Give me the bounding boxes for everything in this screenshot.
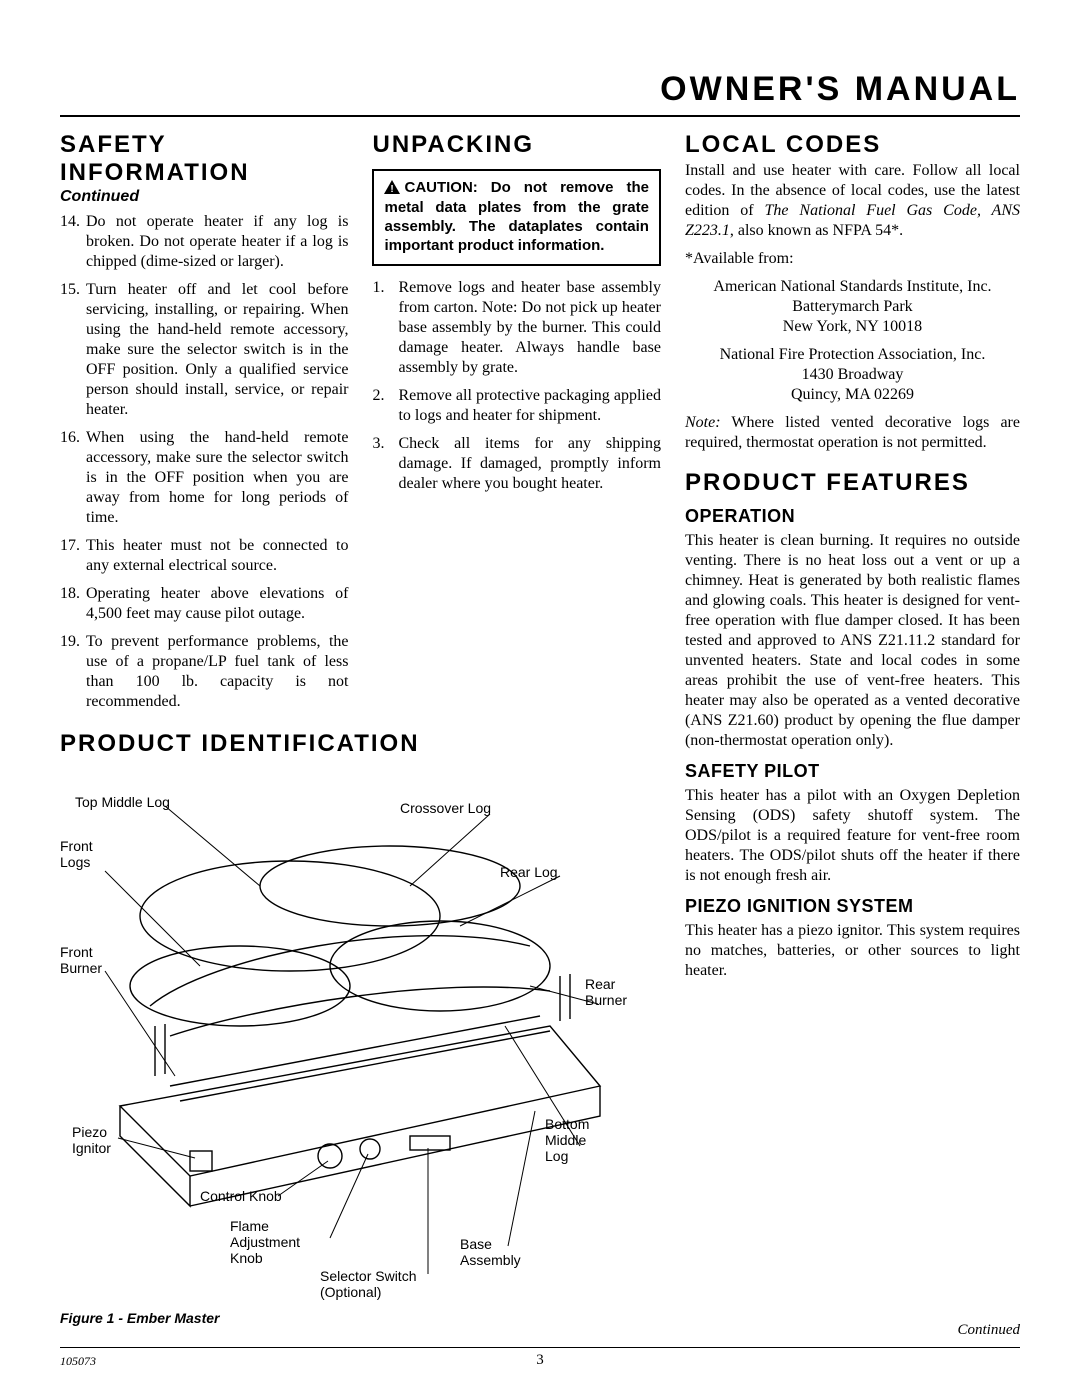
piezo-heading: PIEZO IGNITION SYSTEM xyxy=(685,896,1020,917)
item-text: Check all items for any shipping damage.… xyxy=(398,434,660,494)
label-front-logs: Front Logs xyxy=(60,838,93,870)
label-crossover: Crossover Log xyxy=(400,800,491,816)
safety-heading: SAFETY INFORMATION xyxy=(60,131,348,186)
text-run: , also known as NFPA 54*. xyxy=(730,222,903,239)
list-item: 14.Do not operate heater if any log is b… xyxy=(60,212,348,272)
list-item: 2.Remove all protective packaging applie… xyxy=(372,386,660,426)
label-bottom-middle: Bottom Middle Log xyxy=(545,1116,589,1164)
item-text: Remove all protective packaging applied … xyxy=(398,386,660,426)
list-item: 16.When using the hand-held remote acces… xyxy=(60,428,348,528)
item-text: Remove logs and heater base assembly fro… xyxy=(398,278,660,378)
operation-body: This heater is clean burning. It require… xyxy=(685,531,1020,751)
label-piezo: Piezo Ignitor xyxy=(72,1124,111,1156)
unpacking-list: 1.Remove logs and heater base assembly f… xyxy=(372,278,660,494)
safety-list: 14.Do not operate heater if any log is b… xyxy=(60,212,348,712)
item-text: When using the hand-held remote accessor… xyxy=(86,428,348,528)
piezo-body: This heater has a piezo ignitor. This sy… xyxy=(685,921,1020,981)
caption-bold: Figure 1 - Ember Master xyxy=(60,1310,220,1326)
label-flame-adj: Flame Adjustment Knob xyxy=(230,1218,300,1266)
item-number: 15. xyxy=(60,280,86,420)
addr-line: National Fire Protection Association, In… xyxy=(720,346,986,363)
label-selector: Selector Switch (Optional) xyxy=(320,1268,416,1300)
caution-box: ! CAUTION: Do not remove the metal data … xyxy=(372,169,660,266)
warning-icon: ! xyxy=(384,180,400,200)
addr-line: 1430 Broadway xyxy=(802,366,904,383)
item-number: 3. xyxy=(372,434,398,494)
footer: 105073 3 xyxy=(60,1347,1020,1373)
local-codes-heading: LOCAL CODES xyxy=(685,131,1020,159)
address-block-1: American National Standards Institute, I… xyxy=(685,277,1020,337)
column-right: LOCAL CODES Install and use heater with … xyxy=(685,131,1020,989)
operation-heading: OPERATION xyxy=(685,506,1020,527)
list-item: 1.Remove logs and heater base assembly f… xyxy=(372,278,660,378)
list-item: 15.Turn heater off and let cool before s… xyxy=(60,280,348,420)
label-rear-log: Rear Log xyxy=(500,864,558,880)
item-text: This heater must not be connected to any… xyxy=(86,536,348,576)
addr-line: New York, NY 10018 xyxy=(783,318,922,335)
item-number: 2. xyxy=(372,386,398,426)
product-id-section: PRODUCT IDENTIFICATION xyxy=(60,730,680,1326)
product-id-heading: PRODUCT IDENTIFICATION xyxy=(60,730,680,758)
item-number: 18. xyxy=(60,584,86,624)
continued-label: Continued xyxy=(60,188,348,206)
item-text: Turn heater off and let cool before serv… xyxy=(86,280,348,420)
note-body: Where listed vented decorative logs are … xyxy=(685,414,1020,451)
item-number: 19. xyxy=(60,632,86,712)
list-item: 19.To prevent performance problems, the … xyxy=(60,632,348,712)
local-codes-body: Install and use heater with care. Follow… xyxy=(685,161,1020,241)
doc-number: 105073 xyxy=(60,1354,96,1369)
addr-line: American National Standards Institute, I… xyxy=(713,278,991,295)
product-features-heading: PRODUCT FEATURES xyxy=(685,469,1020,497)
unpacking-heading: UNPACKING xyxy=(372,131,660,159)
safety-pilot-heading: SAFETY PILOT xyxy=(685,761,1020,782)
item-text: Do not operate heater if any log is brok… xyxy=(86,212,348,272)
address-block-2: National Fire Protection Association, In… xyxy=(685,345,1020,405)
item-text: Operating heater above elevations of 4,5… xyxy=(86,584,348,624)
list-item: 3.Check all items for any shipping damag… xyxy=(372,434,660,494)
item-number: 17. xyxy=(60,536,86,576)
available-from: *Available from: xyxy=(685,249,1020,269)
manual-page: OWNER'S MANUAL SAFETY INFORMATION Contin… xyxy=(0,0,1080,1397)
heater-illustration xyxy=(60,776,640,1246)
label-front-burner: Front Burner xyxy=(60,944,102,976)
header-title: OWNER'S MANUAL xyxy=(60,70,1020,117)
note-paragraph: Note: Where listed vented decorative log… xyxy=(685,413,1020,453)
item-text: To prevent performance problems, the use… xyxy=(86,632,348,712)
item-number: 16. xyxy=(60,428,86,528)
list-item: 18.Operating heater above elevations of … xyxy=(60,584,348,624)
page-number: 3 xyxy=(536,1352,544,1369)
list-item: 17.This heater must not be connected to … xyxy=(60,536,348,576)
caution-text: CAUTION: Do not remove the metal data pl… xyxy=(384,179,648,254)
item-number: 1. xyxy=(372,278,398,378)
figure-caption: Figure 1 - Ember Master xyxy=(60,1310,680,1326)
figure-1: Top Middle Log Front Logs Front Burner P… xyxy=(60,776,640,1306)
svg-text:!: ! xyxy=(391,184,394,194)
label-rear-burner: Rear Burner xyxy=(585,976,627,1008)
addr-line: Batterymarch Park xyxy=(792,298,912,315)
note-label: Note: xyxy=(685,414,721,431)
item-number: 14. xyxy=(60,212,86,272)
label-top-middle-log: Top Middle Log xyxy=(75,794,170,810)
safety-pilot-body: This heater has a pilot with an Oxygen D… xyxy=(685,786,1020,886)
addr-line: Quincy, MA 02269 xyxy=(791,386,914,403)
label-base-asm: Base Assembly xyxy=(460,1236,521,1268)
label-control-knob: Control Knob xyxy=(200,1188,282,1204)
